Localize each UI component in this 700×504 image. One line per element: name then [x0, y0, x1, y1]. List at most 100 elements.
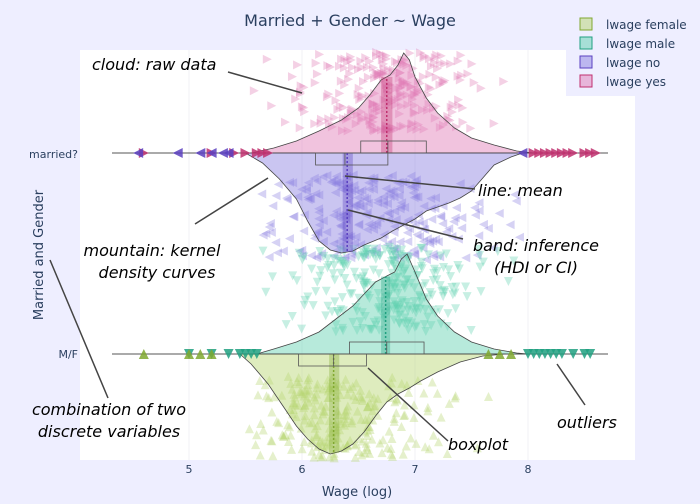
- annotation-discrete-2: discrete variables: [38, 422, 180, 441]
- data-point: [355, 198, 365, 208]
- data-point: [338, 443, 348, 453]
- data-point: [323, 375, 333, 385]
- data-point: [394, 318, 404, 328]
- data-point: [349, 267, 359, 277]
- data-point: [381, 184, 391, 194]
- data-point: [353, 193, 363, 203]
- outlier-point: [223, 349, 234, 359]
- outlier-point: [195, 349, 206, 359]
- data-point: [350, 452, 360, 462]
- data-point: [361, 415, 371, 425]
- data-point: [372, 198, 382, 208]
- data-point: [307, 417, 317, 427]
- data-point: [360, 311, 370, 321]
- data-point: [442, 322, 452, 332]
- data-point: [314, 204, 324, 214]
- data-point: [457, 223, 467, 233]
- data-point: [386, 444, 396, 454]
- data-point: [400, 55, 410, 65]
- data-point: [342, 260, 352, 270]
- data-point: [334, 210, 344, 220]
- outlier-point: [568, 349, 579, 359]
- x-axis-title: Wage (log): [322, 485, 392, 500]
- data-point: [300, 400, 310, 410]
- data-point: [375, 106, 385, 116]
- data-point: [388, 279, 398, 289]
- legend-item[interactable]: lwage yes: [579, 74, 666, 89]
- data-point: [406, 433, 416, 443]
- data-point: [330, 418, 340, 428]
- data-point: [346, 55, 356, 65]
- outlier-point: [257, 148, 268, 158]
- data-point: [390, 397, 400, 407]
- data-point: [369, 401, 379, 411]
- data-point: [384, 290, 394, 300]
- data-point: [348, 381, 358, 391]
- data-point: [376, 49, 386, 59]
- data-point: [360, 253, 370, 263]
- data-point: [397, 92, 407, 102]
- data-point: [387, 372, 397, 382]
- data-point: [394, 73, 404, 83]
- legend-item[interactable]: lwage male: [579, 36, 675, 51]
- data-point: [392, 253, 402, 263]
- outlier-point: [133, 148, 144, 158]
- data-point: [325, 439, 335, 449]
- data-point: [299, 82, 309, 92]
- data-point: [369, 125, 379, 135]
- data-point: [440, 287, 450, 297]
- data-point: [413, 85, 423, 95]
- data-point: [493, 247, 503, 257]
- data-point: [397, 378, 407, 388]
- data-point: [261, 287, 271, 297]
- data-point: [333, 406, 343, 416]
- data-point: [416, 297, 426, 307]
- data-point: [328, 269, 338, 279]
- data-point: [368, 99, 378, 109]
- data-point: [322, 437, 332, 447]
- data-point: [352, 110, 362, 120]
- data-point: [441, 227, 451, 237]
- data-point: [338, 326, 348, 336]
- data-point: [409, 413, 419, 423]
- data-point: [420, 279, 430, 289]
- data-point: [416, 48, 426, 58]
- data-point: [396, 89, 406, 99]
- data-point: [340, 413, 350, 423]
- data-point: [305, 194, 315, 204]
- data-point: [387, 449, 397, 459]
- data-point: [294, 379, 304, 389]
- data-point: [351, 273, 361, 283]
- legend-item[interactable]: lwage no: [579, 55, 660, 70]
- data-point: [483, 223, 493, 233]
- data-point: [436, 212, 446, 222]
- data-point: [338, 257, 348, 267]
- data-point: [426, 321, 436, 331]
- violin-lwage-yes: [251, 52, 534, 154]
- data-point: [424, 54, 434, 64]
- legend-item[interactable]: lwage female: [579, 17, 687, 32]
- data-point: [304, 373, 314, 383]
- data-point: [398, 77, 408, 87]
- data-point: [391, 83, 401, 93]
- data-point: [411, 303, 421, 313]
- legend-label: lwage yes: [606, 75, 666, 89]
- data-point: [312, 383, 322, 393]
- data-point: [303, 375, 313, 385]
- annotation-mean: line: mean: [478, 181, 563, 200]
- data-point: [339, 183, 349, 193]
- data-point: [314, 220, 324, 230]
- data-point: [312, 253, 322, 263]
- data-point: [372, 47, 382, 57]
- data-point: [311, 58, 321, 68]
- data-point: [297, 444, 307, 454]
- data-point: [402, 298, 412, 308]
- legend-swatch: [579, 74, 593, 88]
- data-point: [367, 325, 377, 335]
- data-point: [299, 226, 309, 236]
- data-point: [320, 407, 330, 417]
- data-point: [432, 275, 442, 285]
- data-point: [402, 380, 412, 390]
- data-point: [458, 103, 468, 113]
- data-point: [400, 202, 410, 212]
